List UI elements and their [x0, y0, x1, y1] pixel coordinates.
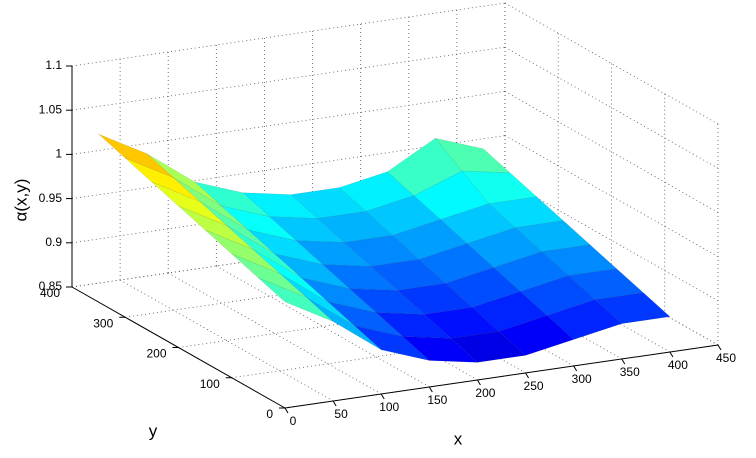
z-tick-label: 1: [55, 147, 62, 161]
grid-line: [504, 46, 719, 169]
y-tick-label: 300: [93, 316, 113, 330]
x-tick: [525, 372, 529, 379]
y-tick-label: 100: [200, 377, 220, 391]
surface-patch: [413, 170, 490, 220]
surface-patch: [440, 203, 516, 244]
y-axis-label: y: [149, 421, 158, 440]
surface-patch: [488, 196, 564, 229]
x-tick-label: 150: [427, 393, 447, 407]
grid-line: [71, 91, 506, 155]
x-tick-label: 0: [290, 414, 297, 428]
y-tick-label: 400: [40, 286, 60, 300]
x-tick: [284, 407, 289, 414]
surface-patch: [317, 211, 393, 243]
x-tick-label: 100: [379, 400, 399, 414]
z-tick-label: 0.9: [45, 235, 62, 249]
grid-line: [71, 2, 506, 67]
grid-line: [504, 2, 719, 125]
grid-line: [216, 265, 430, 388]
x-tick: [477, 379, 481, 386]
surface-patch: [391, 219, 468, 260]
x-tick-label: 250: [524, 379, 544, 393]
x-tick-label: 50: [334, 407, 348, 421]
surface-patch: [253, 249, 329, 303]
x-tick: [717, 344, 722, 351]
surface-patch: [295, 240, 372, 267]
surface-patch: [98, 133, 174, 178]
x-tick-label: 200: [475, 386, 495, 400]
grid-line: [168, 272, 382, 395]
surface-patch: [146, 153, 222, 207]
z-tick-label: 0.95: [39, 191, 63, 205]
surface-patch: [514, 220, 591, 253]
x-tick: [621, 358, 626, 365]
surface-patch: [466, 227, 543, 268]
grid-line: [504, 91, 719, 213]
surface-patch: [151, 181, 227, 226]
x-tick: [380, 393, 385, 400]
y-tick-label: 0: [266, 407, 273, 421]
surface-patch: [338, 171, 415, 212]
surface-patch: [125, 157, 201, 202]
x-tick-label: 350: [620, 365, 640, 379]
z-tick-label: 1.1: [45, 58, 62, 72]
x-tick: [428, 386, 433, 393]
x-tick-label: 300: [572, 372, 592, 386]
x-axis-label: x: [454, 429, 463, 448]
x-tick-label: 450: [716, 351, 736, 365]
z-tick-label: 0.85: [39, 279, 63, 293]
grid-line: [504, 179, 719, 302]
grid-line: [71, 46, 506, 111]
x-tick: [332, 400, 337, 407]
x-tick-label: 400: [668, 358, 688, 372]
x-axis: [284, 344, 719, 409]
z-tick-label: 1.05: [39, 102, 63, 116]
surface-patch: [231, 253, 307, 298]
x-tick: [669, 351, 674, 358]
x-tick: [573, 365, 578, 372]
surface-patch: [258, 277, 334, 322]
z-axis-label: α(x,y): [11, 179, 30, 222]
surface-patch: [178, 205, 254, 250]
surface-patch: [386, 137, 463, 196]
grid-line: [504, 135, 719, 257]
grid-line: [119, 279, 334, 402]
surface-patch: [290, 187, 367, 219]
y-tick-label: 200: [146, 347, 166, 361]
surface-patch: [461, 170, 538, 205]
surface-patch: [365, 195, 442, 236]
